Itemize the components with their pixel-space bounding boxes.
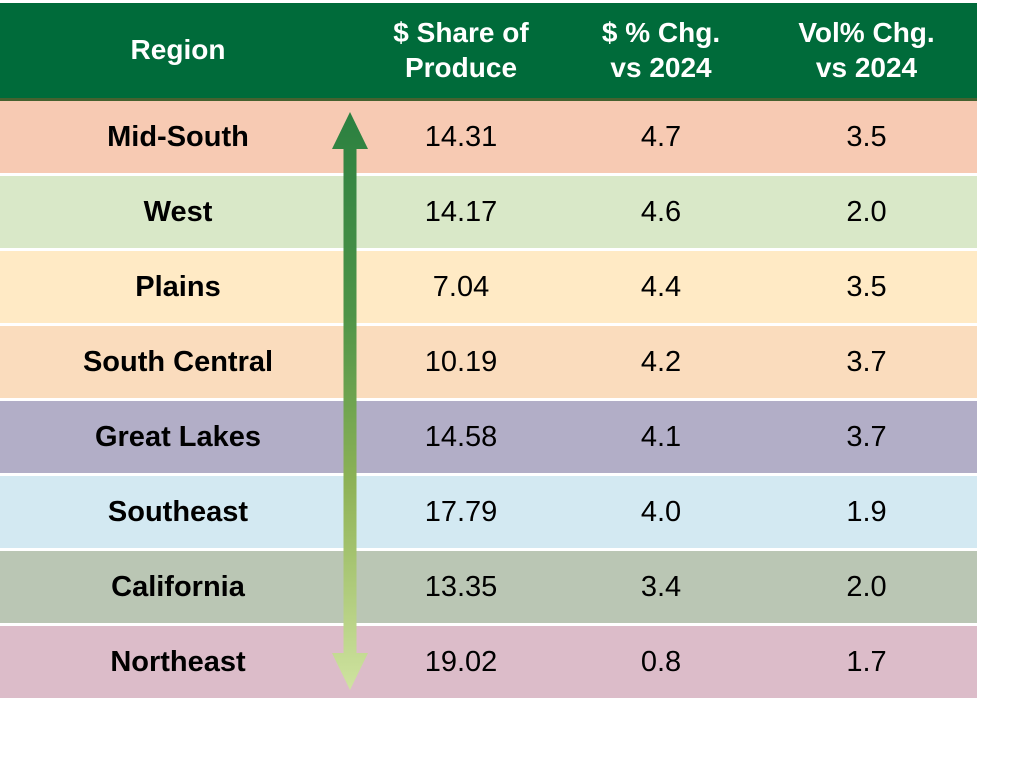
header-dollar-pct-chg: $ % Chg. vs 2024 xyxy=(601,17,721,83)
share-cell: 19.02 xyxy=(424,645,498,678)
region-cell: Mid-South xyxy=(107,120,249,153)
table-row: Great Lakes 14.58 4.1 3.7 xyxy=(0,401,977,476)
region-cell: California xyxy=(111,570,245,603)
table-row: West 14.17 4.6 2.0 xyxy=(0,176,977,251)
vol-chg-cell: 1.7 xyxy=(846,645,887,678)
region-cell: Great Lakes xyxy=(94,420,262,453)
dollar-chg-cell: 4.1 xyxy=(640,420,682,453)
vol-chg-cell: 3.7 xyxy=(846,420,887,453)
vol-chg-cell: 2.0 xyxy=(846,570,887,603)
share-cell: 14.17 xyxy=(424,195,498,228)
dollar-chg-cell: 4.2 xyxy=(640,345,682,378)
vol-chg-cell: 2.0 xyxy=(846,195,887,228)
share-cell: 7.04 xyxy=(432,270,490,303)
share-cell: 17.79 xyxy=(424,495,498,528)
dollar-chg-cell: 4.7 xyxy=(640,120,682,153)
dollar-chg-cell: 4.6 xyxy=(640,195,682,228)
table-row: Plains 7.04 4.4 3.5 xyxy=(0,251,977,326)
vol-chg-cell: 3.5 xyxy=(846,270,887,303)
vol-chg-cell: 1.9 xyxy=(846,495,887,528)
regional-produce-table: Region $ Share of Produce $ % Chg. vs 20… xyxy=(0,3,977,698)
dollar-chg-cell: 4.4 xyxy=(640,270,682,303)
header-region: Region xyxy=(130,34,226,66)
dollar-chg-cell: 4.0 xyxy=(640,495,682,528)
region-cell: Northeast xyxy=(110,645,246,678)
dollar-chg-cell: 3.4 xyxy=(640,570,682,603)
region-cell: Plains xyxy=(135,270,221,303)
table-row: California 13.35 3.4 2.0 xyxy=(0,551,977,626)
region-cell: Southeast xyxy=(107,495,249,528)
share-cell: 10.19 xyxy=(424,345,498,378)
table-row: Northeast 19.02 0.8 1.7 xyxy=(0,626,977,698)
table-row: South Central 10.19 4.2 3.7 xyxy=(0,326,977,401)
table-row: Southeast 17.79 4.0 1.9 xyxy=(0,476,977,551)
share-cell: 14.31 xyxy=(424,120,498,153)
table-row: Mid-South 14.31 4.7 3.5 xyxy=(0,101,977,176)
vol-chg-cell: 3.5 xyxy=(846,120,887,153)
vol-chg-cell: 3.7 xyxy=(846,345,887,378)
dollar-chg-cell: 0.8 xyxy=(640,645,682,678)
region-cell: South Central xyxy=(82,345,274,378)
share-cell: 13.35 xyxy=(424,570,498,603)
header-vol-pct-chg: Vol% Chg. vs 2024 xyxy=(798,17,935,83)
share-cell: 14.58 xyxy=(424,420,498,453)
header-share-of-produce: $ Share of Produce xyxy=(393,17,529,83)
region-cell: West xyxy=(143,195,213,228)
table-header-row: Region $ Share of Produce $ % Chg. vs 20… xyxy=(0,3,977,101)
